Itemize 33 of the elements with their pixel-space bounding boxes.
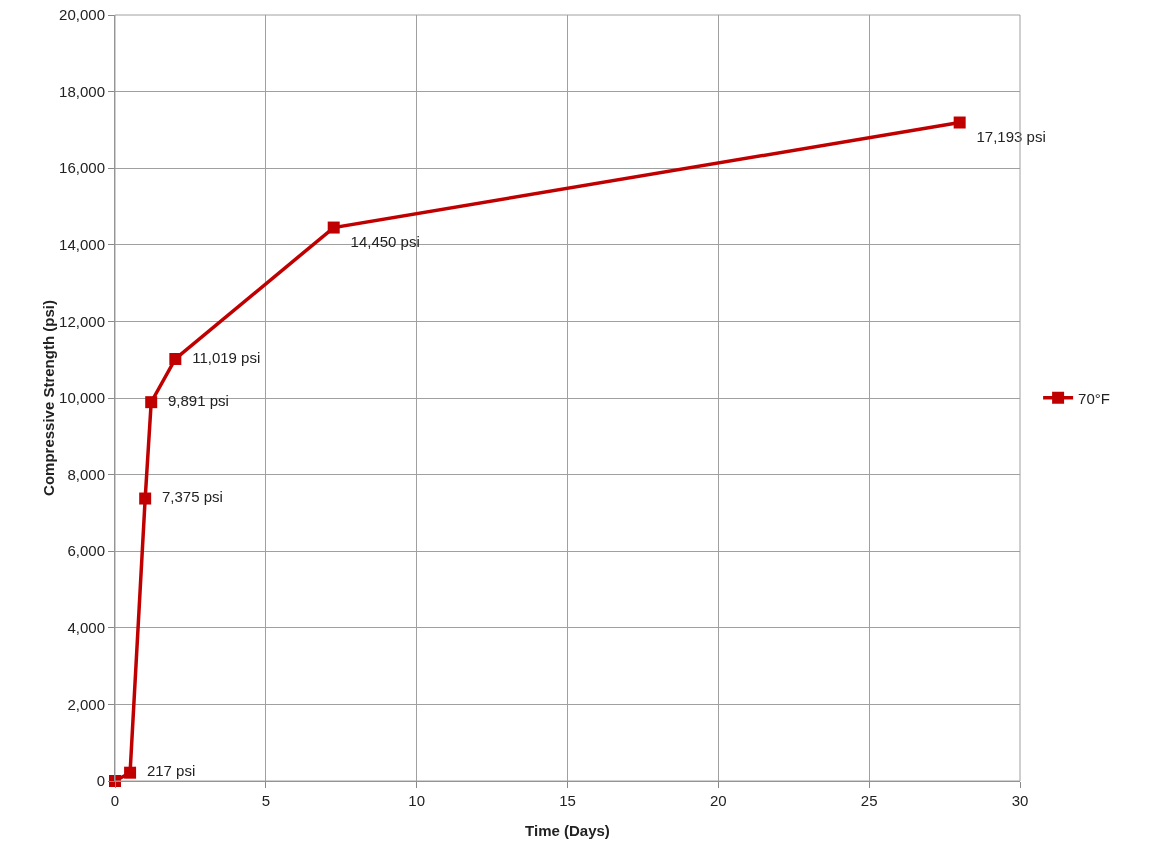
point (327, 221, 340, 234)
data-label: 14,450 psi (342, 233, 429, 251)
y-tick-label: 16,000 (59, 159, 105, 177)
point (169, 352, 182, 365)
data-label: 9,891 psi (159, 391, 238, 409)
y-tick-label: 6,000 (67, 542, 105, 560)
y-tick-label: 4,000 (67, 619, 105, 637)
point (124, 766, 137, 779)
x-tick-label: 10 (408, 792, 426, 809)
point (953, 116, 966, 129)
y-tick-label: 20,000 (59, 6, 105, 24)
data-label: 11,019 psi (183, 348, 269, 366)
x-tick-label: 30 (1011, 792, 1029, 809)
x-tick-label: 15 (559, 792, 576, 809)
y-axis-title: Compressive Strength (psi) (40, 300, 58, 496)
data-label: 17,193 psi (968, 128, 1055, 146)
y-tick-label: 12,000 (59, 312, 105, 330)
x-tick-label: 0 (110, 792, 120, 809)
x-axis-title: Time (Days) (525, 822, 610, 839)
y-tick-label: 0 (96, 772, 105, 790)
x-tick-label: 25 (860, 792, 878, 809)
x-tick-label: 20 (709, 792, 727, 809)
y-tick-label: 14,000 (59, 236, 105, 254)
y-tick-label: 2,000 (67, 695, 105, 713)
point (145, 396, 158, 409)
x-tick-label: 5 (261, 792, 270, 809)
y-tick-label: 18,000 (59, 82, 105, 100)
data-label: 217 psi (138, 762, 204, 780)
legend-label: 70°F (1078, 389, 1110, 407)
y-tick-label: 8,000 (67, 465, 105, 483)
y-tick-label: 10,000 (59, 389, 105, 407)
point (139, 492, 152, 505)
data-label: 7,375 psi (153, 488, 232, 506)
